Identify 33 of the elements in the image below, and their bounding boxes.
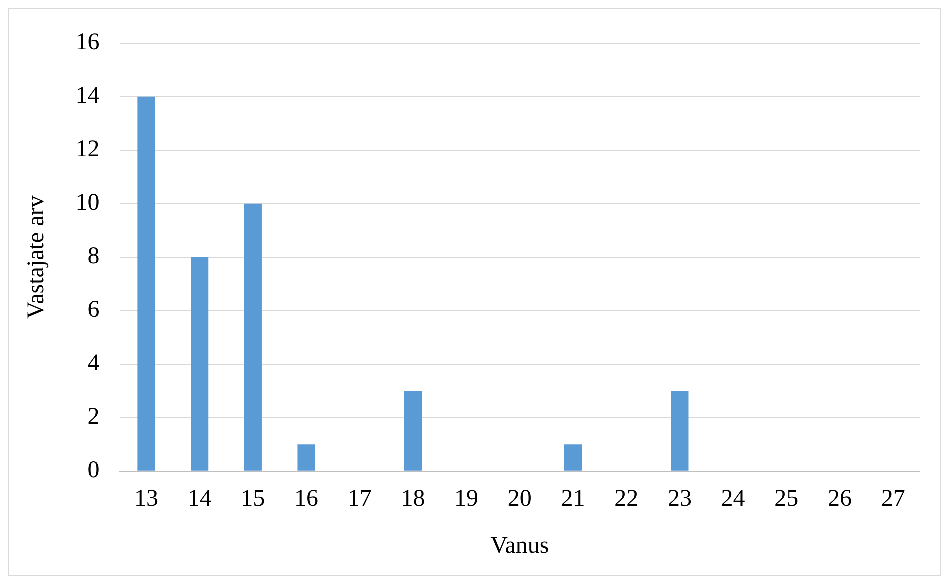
x-tick-label: 16 (294, 486, 319, 512)
x-tick-label: 25 (774, 486, 799, 512)
x-tick-label: 15 (241, 486, 266, 512)
x-tick-label: 19 (454, 486, 479, 512)
bar (244, 204, 262, 471)
y-tick-label: 4 (88, 350, 100, 377)
y-tick-label: 14 (76, 83, 100, 110)
x-tick-label: 24 (721, 486, 746, 512)
y-tick-label: 12 (76, 136, 100, 163)
x-axis-title: Vanus (490, 532, 550, 559)
y-tick-label: 0 (88, 458, 100, 484)
x-tick-label: 14 (188, 486, 212, 512)
bar (298, 444, 316, 471)
bar (564, 444, 582, 471)
y-tick-label: 2 (88, 404, 100, 430)
y-tick-label: 10 (76, 190, 100, 216)
x-tick-label: 26 (828, 486, 852, 512)
x-tick-label: 18 (401, 486, 426, 512)
x-tick-label: 27 (881, 486, 906, 512)
x-tick-label: 21 (561, 486, 586, 512)
x-tick-label: 22 (614, 486, 639, 512)
x-tick-label: 17 (348, 486, 372, 512)
bar (191, 257, 209, 471)
bar (671, 391, 689, 471)
x-tick-label: 23 (668, 486, 692, 512)
y-axis-title: Vastajate arv (24, 196, 50, 320)
y-tick-label: 16 (76, 30, 100, 56)
x-tick-label: 13 (134, 486, 158, 512)
bar (404, 391, 422, 471)
bar (138, 96, 156, 471)
x-tick-label: 20 (508, 486, 532, 512)
y-tick-label: 6 (88, 297, 100, 324)
y-tick-label: 8 (88, 244, 100, 270)
